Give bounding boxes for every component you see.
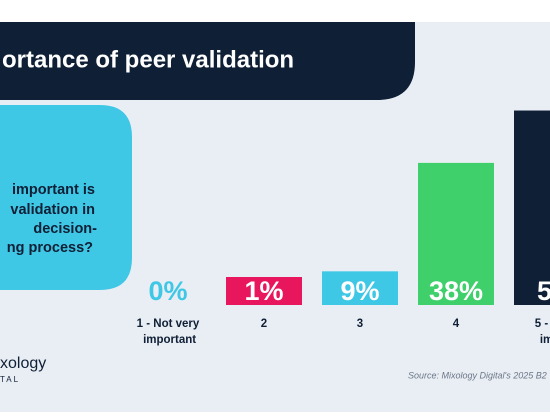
value-label: 9% xyxy=(340,276,379,306)
top-strip xyxy=(0,0,550,22)
value-label: 0% xyxy=(148,276,187,306)
source: Source: Mixology Digital's 2025 B2 xyxy=(408,370,547,380)
question-blob xyxy=(0,105,132,290)
title-banner xyxy=(0,22,415,100)
label-box xyxy=(514,277,550,305)
logo-sub: TAL xyxy=(0,375,20,384)
question-line: ng process? xyxy=(7,240,93,256)
question: important is validation in decision- ng … xyxy=(7,182,97,256)
x-tick-label: 5 - Ext impo xyxy=(535,318,550,346)
label-line: 5 - Ext xyxy=(535,318,550,330)
question-line: important is xyxy=(12,182,95,198)
logo-word: xology xyxy=(0,355,46,372)
x-tick-label: 1 - Not very important xyxy=(137,318,200,346)
label-line: important xyxy=(140,334,196,346)
value-label: 52 xyxy=(537,276,550,306)
label-box xyxy=(322,277,398,305)
label-line: impo xyxy=(537,334,550,346)
value-label: 38% xyxy=(429,276,483,306)
label-line: 1 - Not very xyxy=(137,318,200,330)
chart-title: ortance of peer validation xyxy=(2,46,294,73)
label-box xyxy=(418,277,494,305)
x-tick-label: 2 xyxy=(261,318,267,330)
question-line: decision- xyxy=(33,221,97,237)
x-tick-label: 3 xyxy=(357,318,363,330)
question-line: validation in xyxy=(10,202,95,218)
bar xyxy=(514,110,550,306)
value-label: 1% xyxy=(244,276,283,306)
x-tick-label: 4 xyxy=(453,318,460,330)
label-box xyxy=(226,277,302,305)
